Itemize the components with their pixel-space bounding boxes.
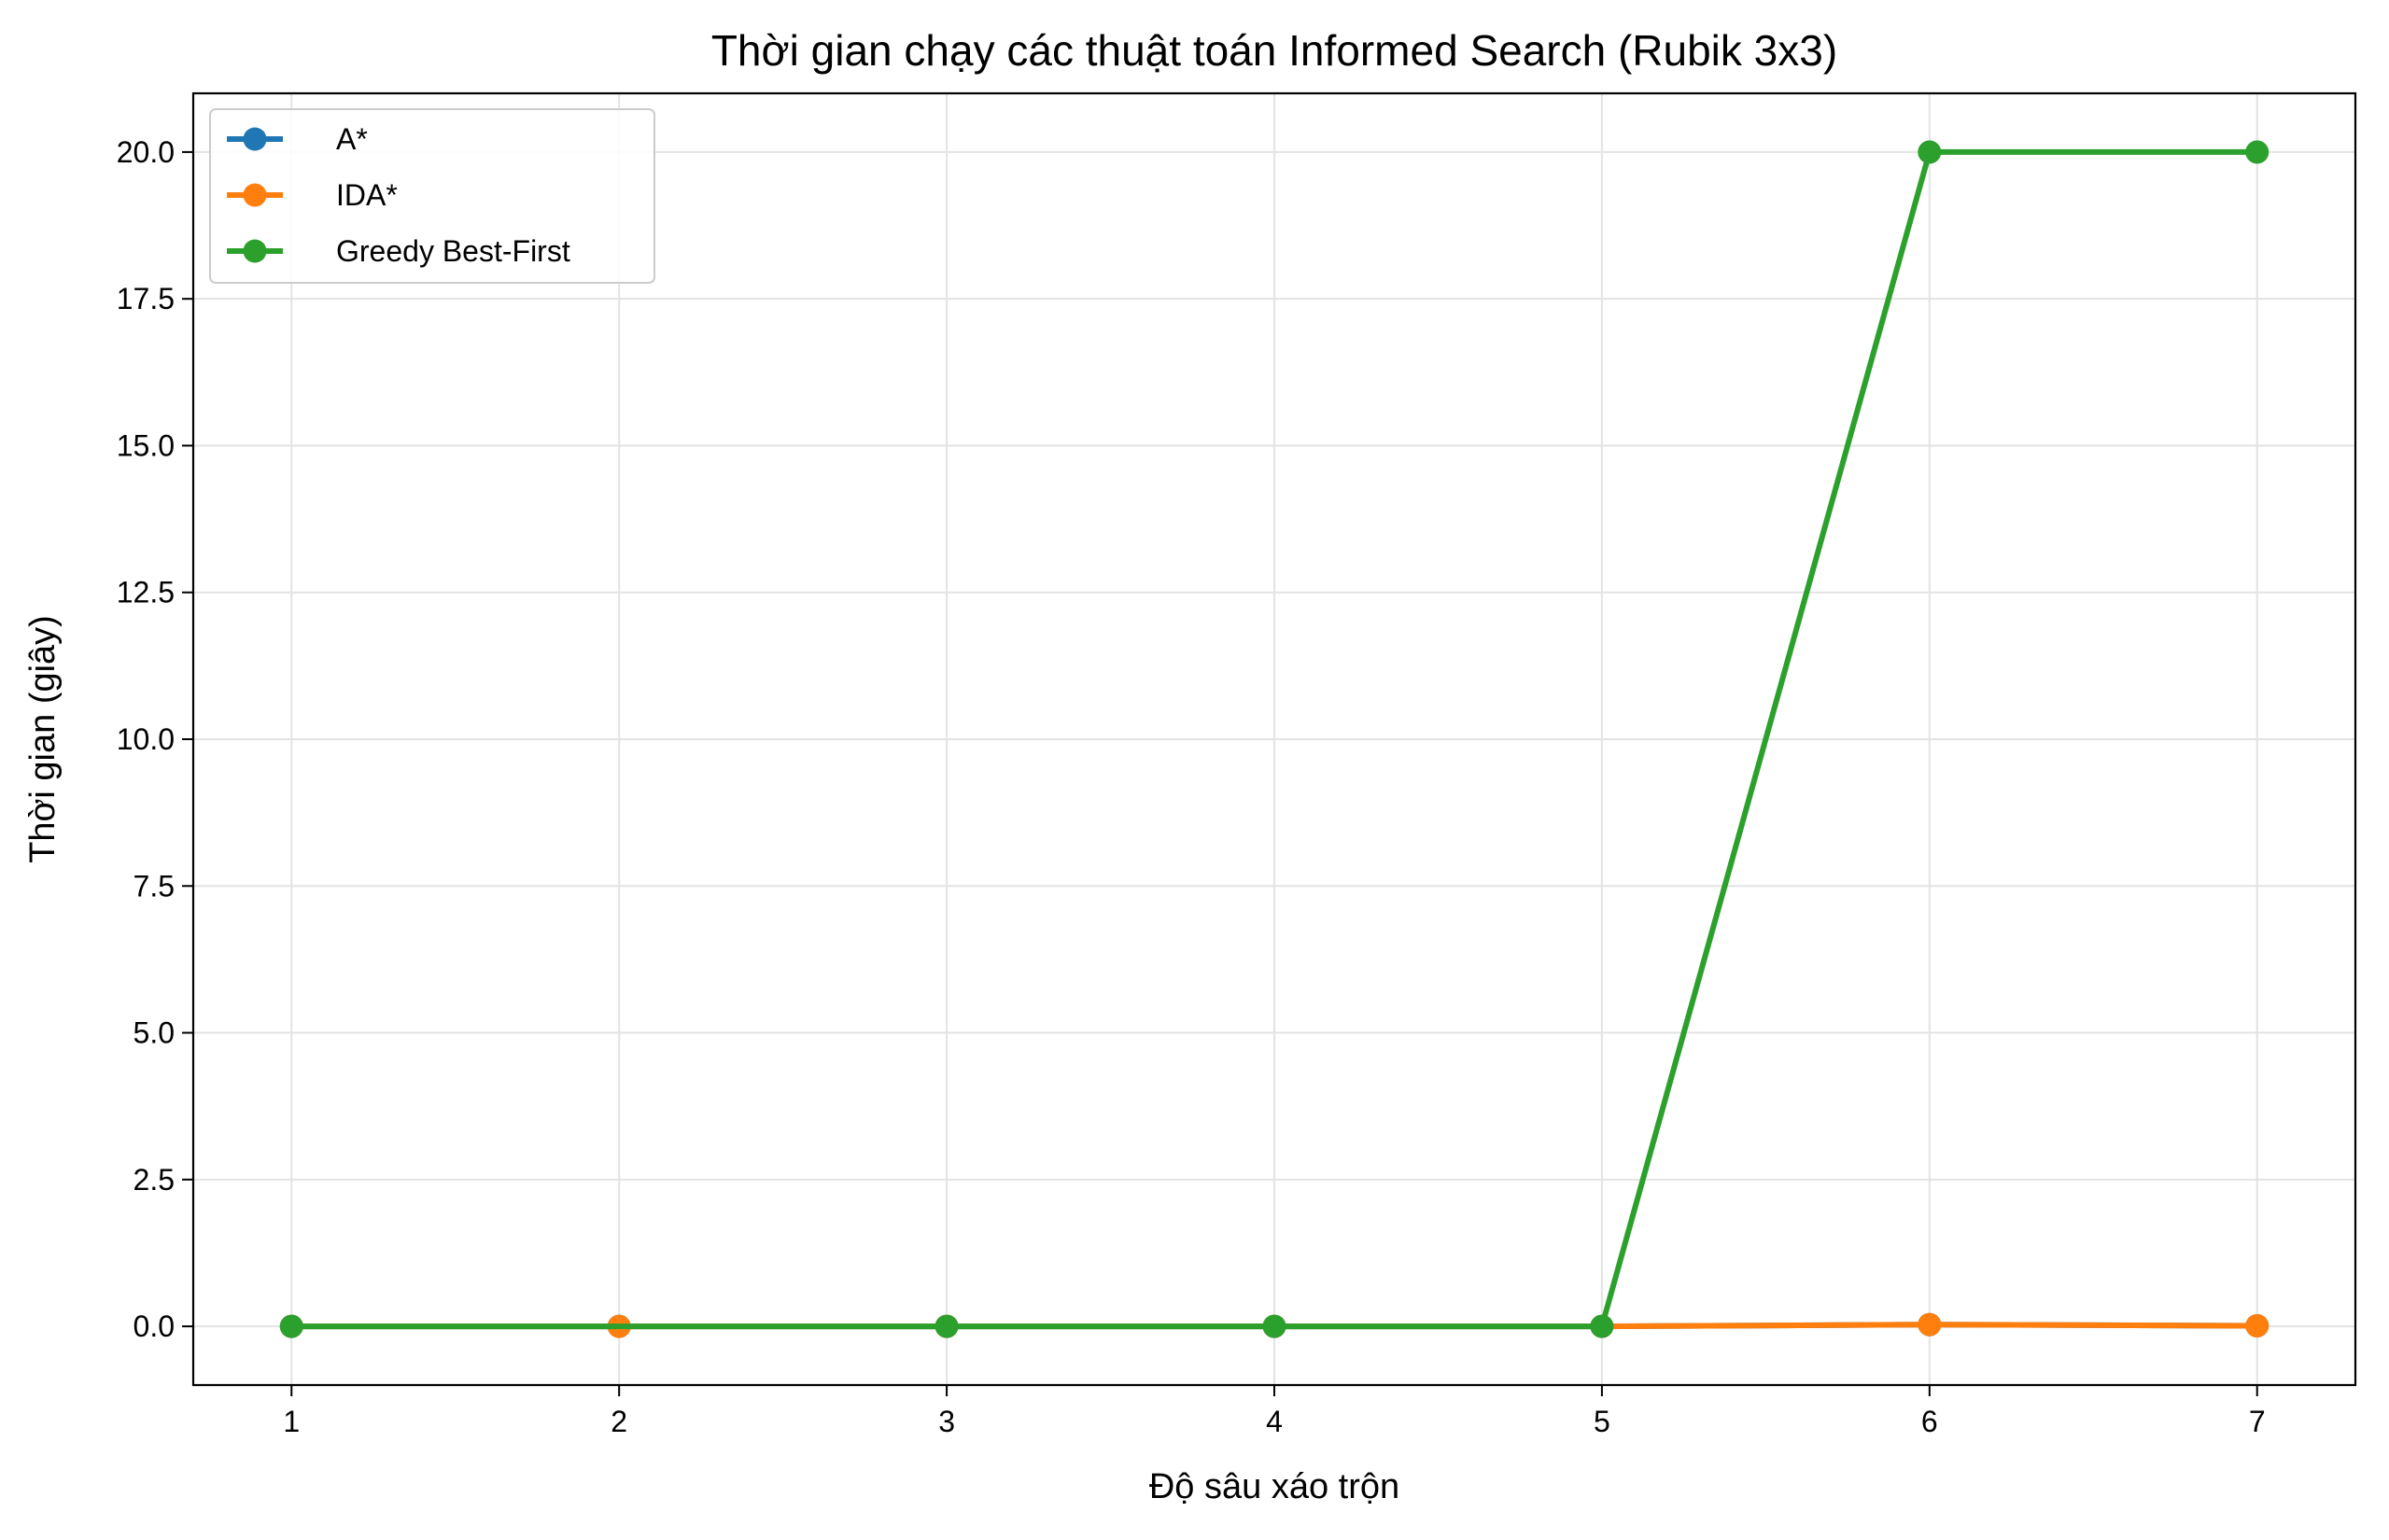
legend-item: IDA*	[227, 178, 398, 212]
x-tick-label: 7	[2249, 1405, 2266, 1438]
y-tick-label: 7.5	[134, 869, 175, 903]
legend-marker	[243, 127, 267, 151]
y-tick-label: 10.0	[117, 722, 175, 756]
legend-marker	[243, 183, 267, 207]
x-tick-label: 6	[1921, 1405, 1938, 1438]
legend-label: Greedy Best-First	[336, 234, 570, 268]
x-axis-title: Độ sâu xáo trộn	[1149, 1467, 1399, 1506]
series-layer	[279, 140, 2270, 1338]
data-point	[2245, 140, 2270, 164]
x-tick-label: 5	[1594, 1405, 1610, 1438]
series-line	[288, 148, 2260, 1330]
y-tick-label: 15.0	[117, 428, 175, 462]
series-3	[279, 140, 2270, 1338]
x-tick-label: 1	[283, 1405, 300, 1438]
axis-ticks: 1 2 3 4 5 6 7 0.0 2.5 5.0 7.5 10.0 12.5 15.0 17.5 20.0	[117, 135, 2266, 1438]
y-axis-title: Thời gian (giây)	[23, 615, 63, 863]
legend-item: A*	[227, 122, 368, 156]
y-tick-label: 5.0	[134, 1016, 175, 1050]
legend-label: A*	[336, 122, 368, 156]
x-tick-label: 3	[938, 1405, 955, 1438]
x-tick-label: 2	[611, 1405, 627, 1438]
legend-item: Greedy Best-First	[227, 234, 570, 268]
legend-box	[209, 108, 655, 284]
data-point	[279, 1314, 303, 1338]
data-point	[1918, 140, 1942, 164]
data-point	[935, 1314, 959, 1338]
data-point	[1918, 1312, 1942, 1337]
chart-title: Thời gian chạy các thuật toán Informed S…	[711, 26, 1837, 75]
data-point	[2245, 1313, 2270, 1337]
legend-marker	[243, 239, 267, 263]
y-tick-label: 17.5	[117, 282, 175, 315]
y-tick-label: 2.5	[134, 1163, 175, 1197]
x-tick-label: 4	[1266, 1405, 1283, 1438]
y-tick-label: 0.0	[134, 1309, 175, 1343]
legend: A* IDA* Greedy Best-First	[209, 108, 655, 284]
legend-label: IDA*	[336, 178, 398, 212]
y-tick-label: 12.5	[117, 576, 175, 609]
y-tick-label: 20.0	[117, 135, 175, 169]
data-point	[1262, 1314, 1286, 1338]
data-point	[1590, 1314, 1614, 1338]
